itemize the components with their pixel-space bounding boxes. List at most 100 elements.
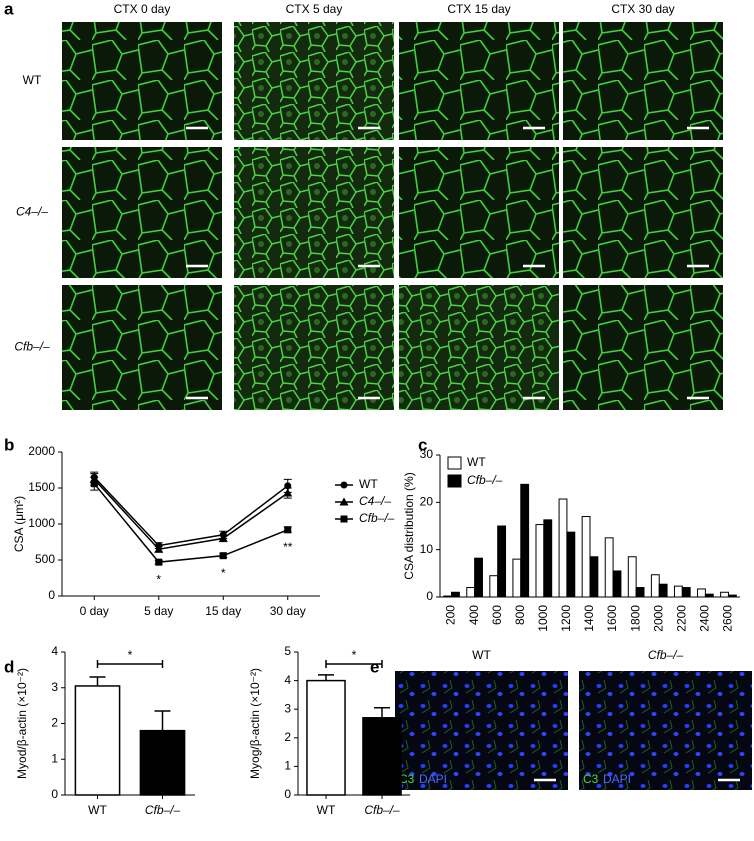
bar — [474, 557, 483, 598]
x-tick-label: 5 day — [144, 604, 173, 618]
bar — [512, 558, 522, 598]
marker — [90, 480, 98, 488]
y-tick-label: 2000 — [28, 444, 55, 458]
error-bar — [89, 676, 106, 686]
bar — [581, 516, 591, 598]
y-tick-label: 4 — [284, 673, 291, 687]
panel-label: a — [4, 0, 14, 18]
x-tick-label: 200 — [444, 605, 458, 625]
line — [93, 476, 289, 547]
stain-label: C3 — [583, 772, 599, 786]
column-label: CTX 30 day — [611, 2, 674, 16]
line — [93, 483, 289, 563]
x-tick-label: 30 day — [270, 604, 306, 618]
y-tick-label: 3 — [51, 680, 58, 694]
bar — [489, 575, 499, 598]
marker — [283, 488, 293, 497]
marker — [155, 558, 163, 566]
bar — [681, 587, 691, 598]
bar — [658, 583, 668, 598]
error-bar — [374, 707, 390, 718]
bar — [558, 498, 568, 598]
panel-label: b — [4, 435, 14, 454]
x-tick-label: WT — [88, 803, 107, 817]
bar — [139, 729, 186, 796]
x-tick-label: 400 — [467, 605, 481, 625]
bar — [466, 587, 476, 598]
legend-marker — [339, 497, 349, 506]
y-tick-label: 2 — [284, 730, 291, 744]
x-tick-label: 1600 — [605, 605, 619, 632]
micrograph — [234, 285, 394, 410]
bar — [74, 685, 121, 796]
micrograph — [563, 22, 723, 140]
column-label: CTX 5 day — [286, 2, 343, 16]
micrograph — [399, 147, 559, 278]
significance: * — [221, 566, 226, 580]
row-label: WT — [23, 73, 42, 87]
legend-swatch — [447, 456, 462, 470]
bar — [566, 531, 576, 598]
bar — [604, 537, 614, 598]
x-tick-label: 2400 — [698, 605, 712, 632]
micrograph — [563, 285, 723, 410]
bar — [535, 524, 545, 598]
bar — [727, 594, 737, 598]
y-axis-label: Myod/β-actin (×10⁻²) — [15, 668, 29, 779]
significance: * — [128, 648, 133, 662]
row-label: C4–/– — [16, 205, 48, 219]
y-tick-label: 0 — [51, 787, 58, 801]
significance-bracket — [325, 660, 383, 668]
significance: * — [156, 572, 161, 586]
y-tick-label: 1 — [284, 759, 291, 773]
x-tick-label: Cfb–/– — [364, 803, 400, 817]
micrograph — [62, 285, 222, 410]
x-tick-label: 15 day — [205, 604, 241, 618]
x-tick-label: 0 day — [80, 604, 109, 618]
marker — [154, 544, 164, 553]
y-tick-label: 4 — [51, 644, 58, 658]
y-axis-label: CSA distribution (%) — [402, 472, 416, 579]
y-tick-label: 1500 — [28, 480, 55, 494]
x-tick-label: 1800 — [628, 605, 642, 632]
bar — [520, 483, 530, 598]
x-tick-label: 600 — [490, 605, 504, 625]
bar — [362, 717, 402, 796]
micrograph — [563, 147, 723, 278]
micrograph — [399, 285, 559, 410]
bar — [497, 525, 507, 598]
legend-label: C4–/– — [359, 494, 391, 508]
error-bar — [154, 710, 171, 731]
x-tick-label: 2200 — [674, 605, 688, 632]
marker — [219, 552, 227, 560]
bar — [627, 556, 637, 598]
y-tick-label: 1 — [51, 751, 58, 765]
legend-label: Cfb–/– — [467, 473, 503, 487]
bar — [612, 570, 622, 598]
bar — [589, 556, 599, 598]
significance: ** — [283, 540, 293, 554]
bar — [451, 591, 460, 598]
legend-marker — [340, 481, 348, 489]
bar — [443, 595, 453, 598]
micrograph — [62, 22, 222, 140]
x-tick-label: 1400 — [582, 605, 596, 632]
micrograph — [234, 22, 394, 140]
legend-marker — [340, 515, 348, 523]
x-tick-label: 1200 — [559, 605, 573, 632]
legend-label: WT — [467, 455, 486, 469]
y-axis-label: CSA (μm²) — [12, 496, 26, 552]
bar — [673, 585, 683, 598]
y-tick-label: 10 — [420, 542, 434, 556]
y-tick-label: 3 — [284, 701, 291, 715]
significance-bracket — [96, 660, 164, 668]
micrograph — [395, 671, 568, 790]
column-label: CTX 15 day — [447, 2, 510, 16]
bar — [635, 587, 645, 598]
marker — [284, 526, 292, 534]
x-tick-label: WT — [317, 803, 336, 817]
x-tick-label: 2600 — [721, 605, 735, 632]
stain-label: C3 — [399, 772, 415, 786]
legend-label: Cfb–/– — [359, 511, 395, 525]
y-tick-label: 20 — [420, 495, 434, 509]
